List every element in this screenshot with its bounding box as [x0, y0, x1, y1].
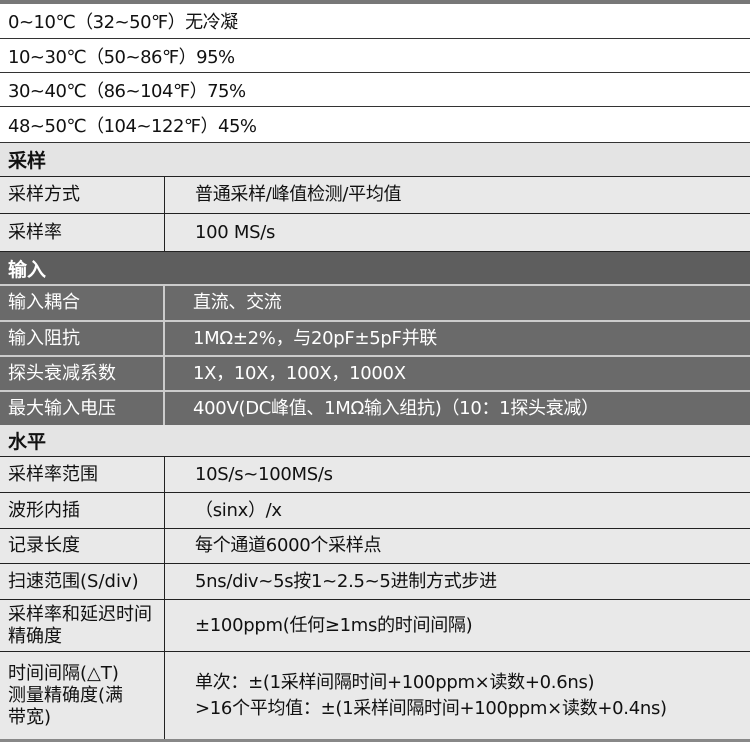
- row-value: 1MΩ±2%，与20pF±5pF并联: [193, 327, 437, 349]
- table-row: 时间间隔(△T)测量精确度(满带宽) 单次：±(1采样间隔时间+100ppm×读数…: [0, 652, 750, 742]
- row-value: 10S/s~100MS/s: [195, 463, 333, 485]
- row-label: 波形内插: [0, 493, 165, 528]
- section-horizontal-title: 水平: [0, 425, 750, 457]
- humidity-row: 0~10℃（32~50℉）无冷凝: [0, 4, 750, 39]
- table-row: 采样率 100 MS/s: [0, 214, 750, 252]
- row-value: 100 MS/s: [195, 221, 276, 243]
- row-label: 时间间隔(△T)测量精确度(满带宽): [0, 652, 165, 739]
- row-label: 采样率: [0, 214, 165, 251]
- divider: [0, 0, 750, 4]
- row-label: 采样方式: [0, 177, 165, 213]
- table-row: 采样方式 普通采样/峰值检测/平均值: [0, 177, 750, 214]
- row-label: 输入耦合: [0, 286, 165, 320]
- table-row: 输入耦合 直流、交流: [0, 286, 750, 322]
- row-label: 探头衰减系数: [0, 357, 165, 390]
- row-label: 输入阻抗: [0, 322, 165, 355]
- row-value: （sinx）/x: [195, 499, 282, 521]
- table-row: 探头衰减系数 1X，10X，100X，1000X: [0, 357, 750, 392]
- row-value: 直流、交流: [193, 292, 282, 313]
- row-value: 1X，10X，100X，1000X: [193, 362, 406, 384]
- row-value: 5ns/div~5s按1~2.5~5进制方式步进: [195, 570, 497, 592]
- row-label: 最大输入电压: [0, 392, 165, 425]
- row-value: 每个通道6000个采样点: [195, 535, 382, 556]
- section-sampling-title: 采样: [0, 143, 750, 177]
- row-value: 单次：±(1采样间隔时间+100ppm×读数+0.6ns): [195, 671, 595, 693]
- section-input-title: 输入: [0, 252, 750, 286]
- humidity-row: 48~50℃（104~122℉）45%: [0, 107, 750, 143]
- table-row: 采样率和延迟时间精确度 ±100ppm(任何≥1ms的时间间隔): [0, 600, 750, 652]
- table-row: 记录长度 每个通道6000个采样点: [0, 529, 750, 564]
- humidity-row: 30~40℃（86~104℉）75%: [0, 73, 750, 107]
- table-row: 输入阻抗 1MΩ±2%，与20pF±5pF并联: [0, 322, 750, 357]
- table-row: 扫速范围(S/div) 5ns/div~5s按1~2.5~5进制方式步进: [0, 564, 750, 600]
- row-value: 普通采样/峰值检测/平均值: [195, 184, 402, 205]
- humidity-row: 10~30℃（50~86℉）95%: [0, 39, 750, 73]
- row-value: >16个平均值：±(1采样间隔时间+100ppm×读数+0.4ns): [195, 697, 667, 719]
- row-label: 采样率范围: [0, 457, 165, 492]
- table-row: 最大输入电压 400V(DC峰值、1MΩ输入组抗)（10：1探头衰减）: [0, 392, 750, 425]
- row-value: ±100ppm(任何≥1ms的时间间隔): [195, 614, 473, 636]
- table-row: 采样率范围 10S/s~100MS/s: [0, 457, 750, 493]
- row-value: 400V(DC峰值、1MΩ输入组抗)（10：1探头衰减）: [193, 397, 599, 419]
- table-row: 波形内插 （sinx）/x: [0, 493, 750, 529]
- row-label: 采样率和延迟时间精确度: [0, 600, 165, 651]
- row-label: 扫速范围(S/div): [0, 564, 165, 599]
- row-label: 记录长度: [0, 529, 165, 563]
